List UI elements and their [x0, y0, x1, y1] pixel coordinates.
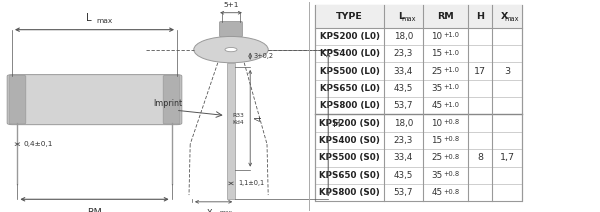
Text: 25: 25 [431, 67, 443, 75]
Text: max: max [401, 15, 416, 22]
Text: KPS200 (L0): KPS200 (L0) [320, 32, 380, 41]
Text: 25: 25 [431, 153, 443, 162]
Bar [315, 5, 522, 28]
Text: RM: RM [87, 208, 102, 212]
Text: KPS800 (L0): KPS800 (L0) [320, 101, 379, 110]
Text: +1.0: +1.0 [443, 32, 459, 38]
Text: X: X [501, 12, 508, 21]
FancyBboxPatch shape [220, 21, 242, 37]
Text: 43,5: 43,5 [394, 84, 413, 93]
Text: 23,3: 23,3 [394, 136, 413, 145]
Text: 8: 8 [477, 153, 483, 162]
Circle shape [194, 36, 268, 63]
Text: +0.8: +0.8 [443, 119, 459, 125]
Text: KPS650 (L0): KPS650 (L0) [320, 84, 380, 93]
Text: R33: R33 [232, 113, 244, 118]
Text: H: H [476, 12, 484, 21]
Text: max: max [96, 18, 113, 24]
Text: 1,7: 1,7 [500, 153, 515, 162]
Text: +1.0: +1.0 [443, 67, 459, 73]
Text: KPS400 (L0): KPS400 (L0) [320, 49, 380, 58]
Bar [227, 63, 235, 199]
FancyBboxPatch shape [7, 75, 182, 125]
Text: +0.8: +0.8 [443, 171, 459, 177]
Text: 43,5: 43,5 [394, 171, 413, 180]
Circle shape [225, 47, 237, 52]
Text: 4: 4 [255, 116, 264, 121]
Text: 3+0,2: 3+0,2 [253, 53, 274, 59]
Text: KPS200 (S0): KPS200 (S0) [319, 119, 380, 128]
Text: KPS500 (L0): KPS500 (L0) [320, 67, 379, 75]
Text: X: X [207, 209, 213, 212]
Text: 0,4±0,1: 0,4±0,1 [23, 141, 53, 147]
Text: 3: 3 [504, 67, 510, 75]
Text: KPS500 (S0): KPS500 (S0) [319, 153, 380, 162]
Text: 15: 15 [431, 136, 443, 145]
Text: 10: 10 [431, 32, 443, 41]
Text: Kd4: Kd4 [232, 120, 244, 126]
Text: +0.8: +0.8 [443, 137, 459, 142]
Text: +1.0: +1.0 [443, 50, 459, 56]
Text: 18,0: 18,0 [394, 32, 413, 41]
Text: H: H [333, 119, 341, 130]
Text: max: max [219, 210, 232, 212]
Text: L: L [398, 12, 404, 21]
Text: 15: 15 [431, 49, 443, 58]
Text: +1.0: +1.0 [443, 102, 459, 108]
Text: TYPE: TYPE [336, 12, 363, 21]
Text: 33,4: 33,4 [394, 67, 413, 75]
Text: 10: 10 [431, 119, 443, 128]
Text: +0.8: +0.8 [443, 154, 459, 160]
Text: 5+1: 5+1 [223, 3, 239, 8]
Text: 35: 35 [431, 84, 443, 93]
Text: 45: 45 [431, 101, 443, 110]
Text: 17: 17 [474, 67, 486, 75]
FancyBboxPatch shape [163, 75, 180, 124]
Text: KPS650 (S0): KPS650 (S0) [319, 171, 380, 180]
Text: L: L [86, 13, 91, 23]
Text: 53,7: 53,7 [394, 188, 413, 197]
Text: max: max [505, 15, 519, 22]
Text: 33,4: 33,4 [394, 153, 413, 162]
Text: KPS800 (S0): KPS800 (S0) [319, 188, 380, 197]
Text: KPS400 (S0): KPS400 (S0) [319, 136, 380, 145]
Text: Imprint: Imprint [153, 99, 182, 108]
Text: 45: 45 [431, 188, 443, 197]
Text: +0.8: +0.8 [443, 189, 459, 195]
Text: 1,1±0,1: 1,1±0,1 [238, 180, 265, 186]
Text: 23,3: 23,3 [394, 49, 413, 58]
Text: RM: RM [437, 12, 454, 21]
FancyBboxPatch shape [9, 75, 26, 124]
Bar [315, 5, 522, 201]
Text: 53,7: 53,7 [394, 101, 413, 110]
Text: 18,0: 18,0 [394, 119, 413, 128]
Text: +1.0: +1.0 [443, 84, 459, 90]
Text: 35: 35 [431, 171, 443, 180]
